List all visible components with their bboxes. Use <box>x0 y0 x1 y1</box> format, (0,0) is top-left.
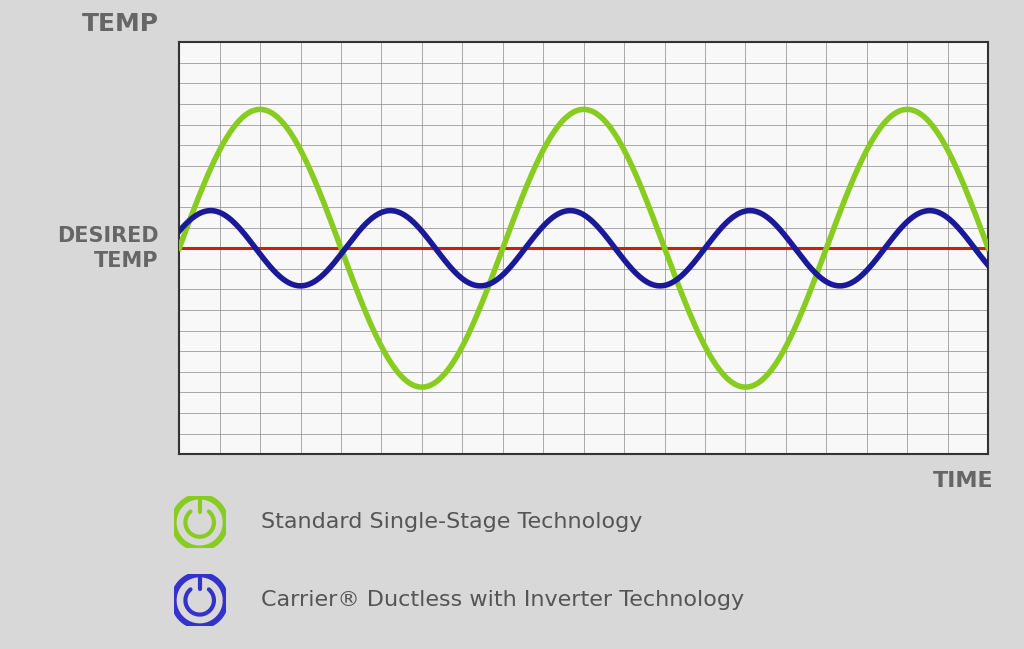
Text: TIME: TIME <box>933 471 993 491</box>
Text: Standard Single-Stage Technology: Standard Single-Stage Technology <box>261 513 642 532</box>
Text: TEMP: TEMP <box>82 12 159 36</box>
Text: Carrier® Ductless with Inverter Technology: Carrier® Ductless with Inverter Technolo… <box>261 591 744 610</box>
Text: DESIRED
TEMP: DESIRED TEMP <box>57 226 159 271</box>
